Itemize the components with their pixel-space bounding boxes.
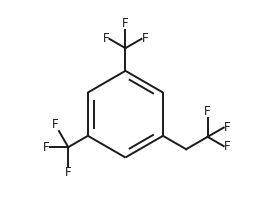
Text: F: F [224,140,230,153]
Text: F: F [204,105,211,118]
Text: F: F [224,121,230,134]
Text: F: F [65,166,72,179]
Text: F: F [43,141,50,154]
Text: F: F [52,118,59,131]
Text: F: F [122,17,129,30]
Text: F: F [142,32,148,45]
Text: F: F [103,32,109,45]
